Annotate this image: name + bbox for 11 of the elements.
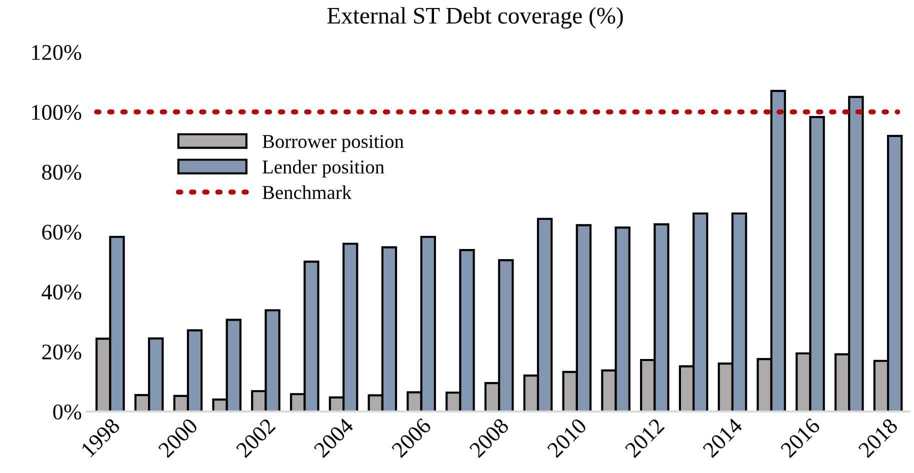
y-tick-label: 100% (32, 104, 82, 120)
y-tick-label: 60% (42, 224, 82, 240)
y-tick-label: 80% (42, 164, 82, 180)
legend-label: Lender position (262, 160, 384, 178)
y-tick-label: 20% (42, 344, 82, 360)
legend-label: Benchmark (262, 185, 352, 200)
chart-title: External ST Debt coverage (%) (327, 7, 623, 29)
legend-label: Borrower position (262, 134, 404, 152)
y-tick-label: 40% (42, 284, 82, 300)
y-tick-label: 120% (32, 44, 82, 60)
y-tick-label: 0% (53, 404, 82, 420)
